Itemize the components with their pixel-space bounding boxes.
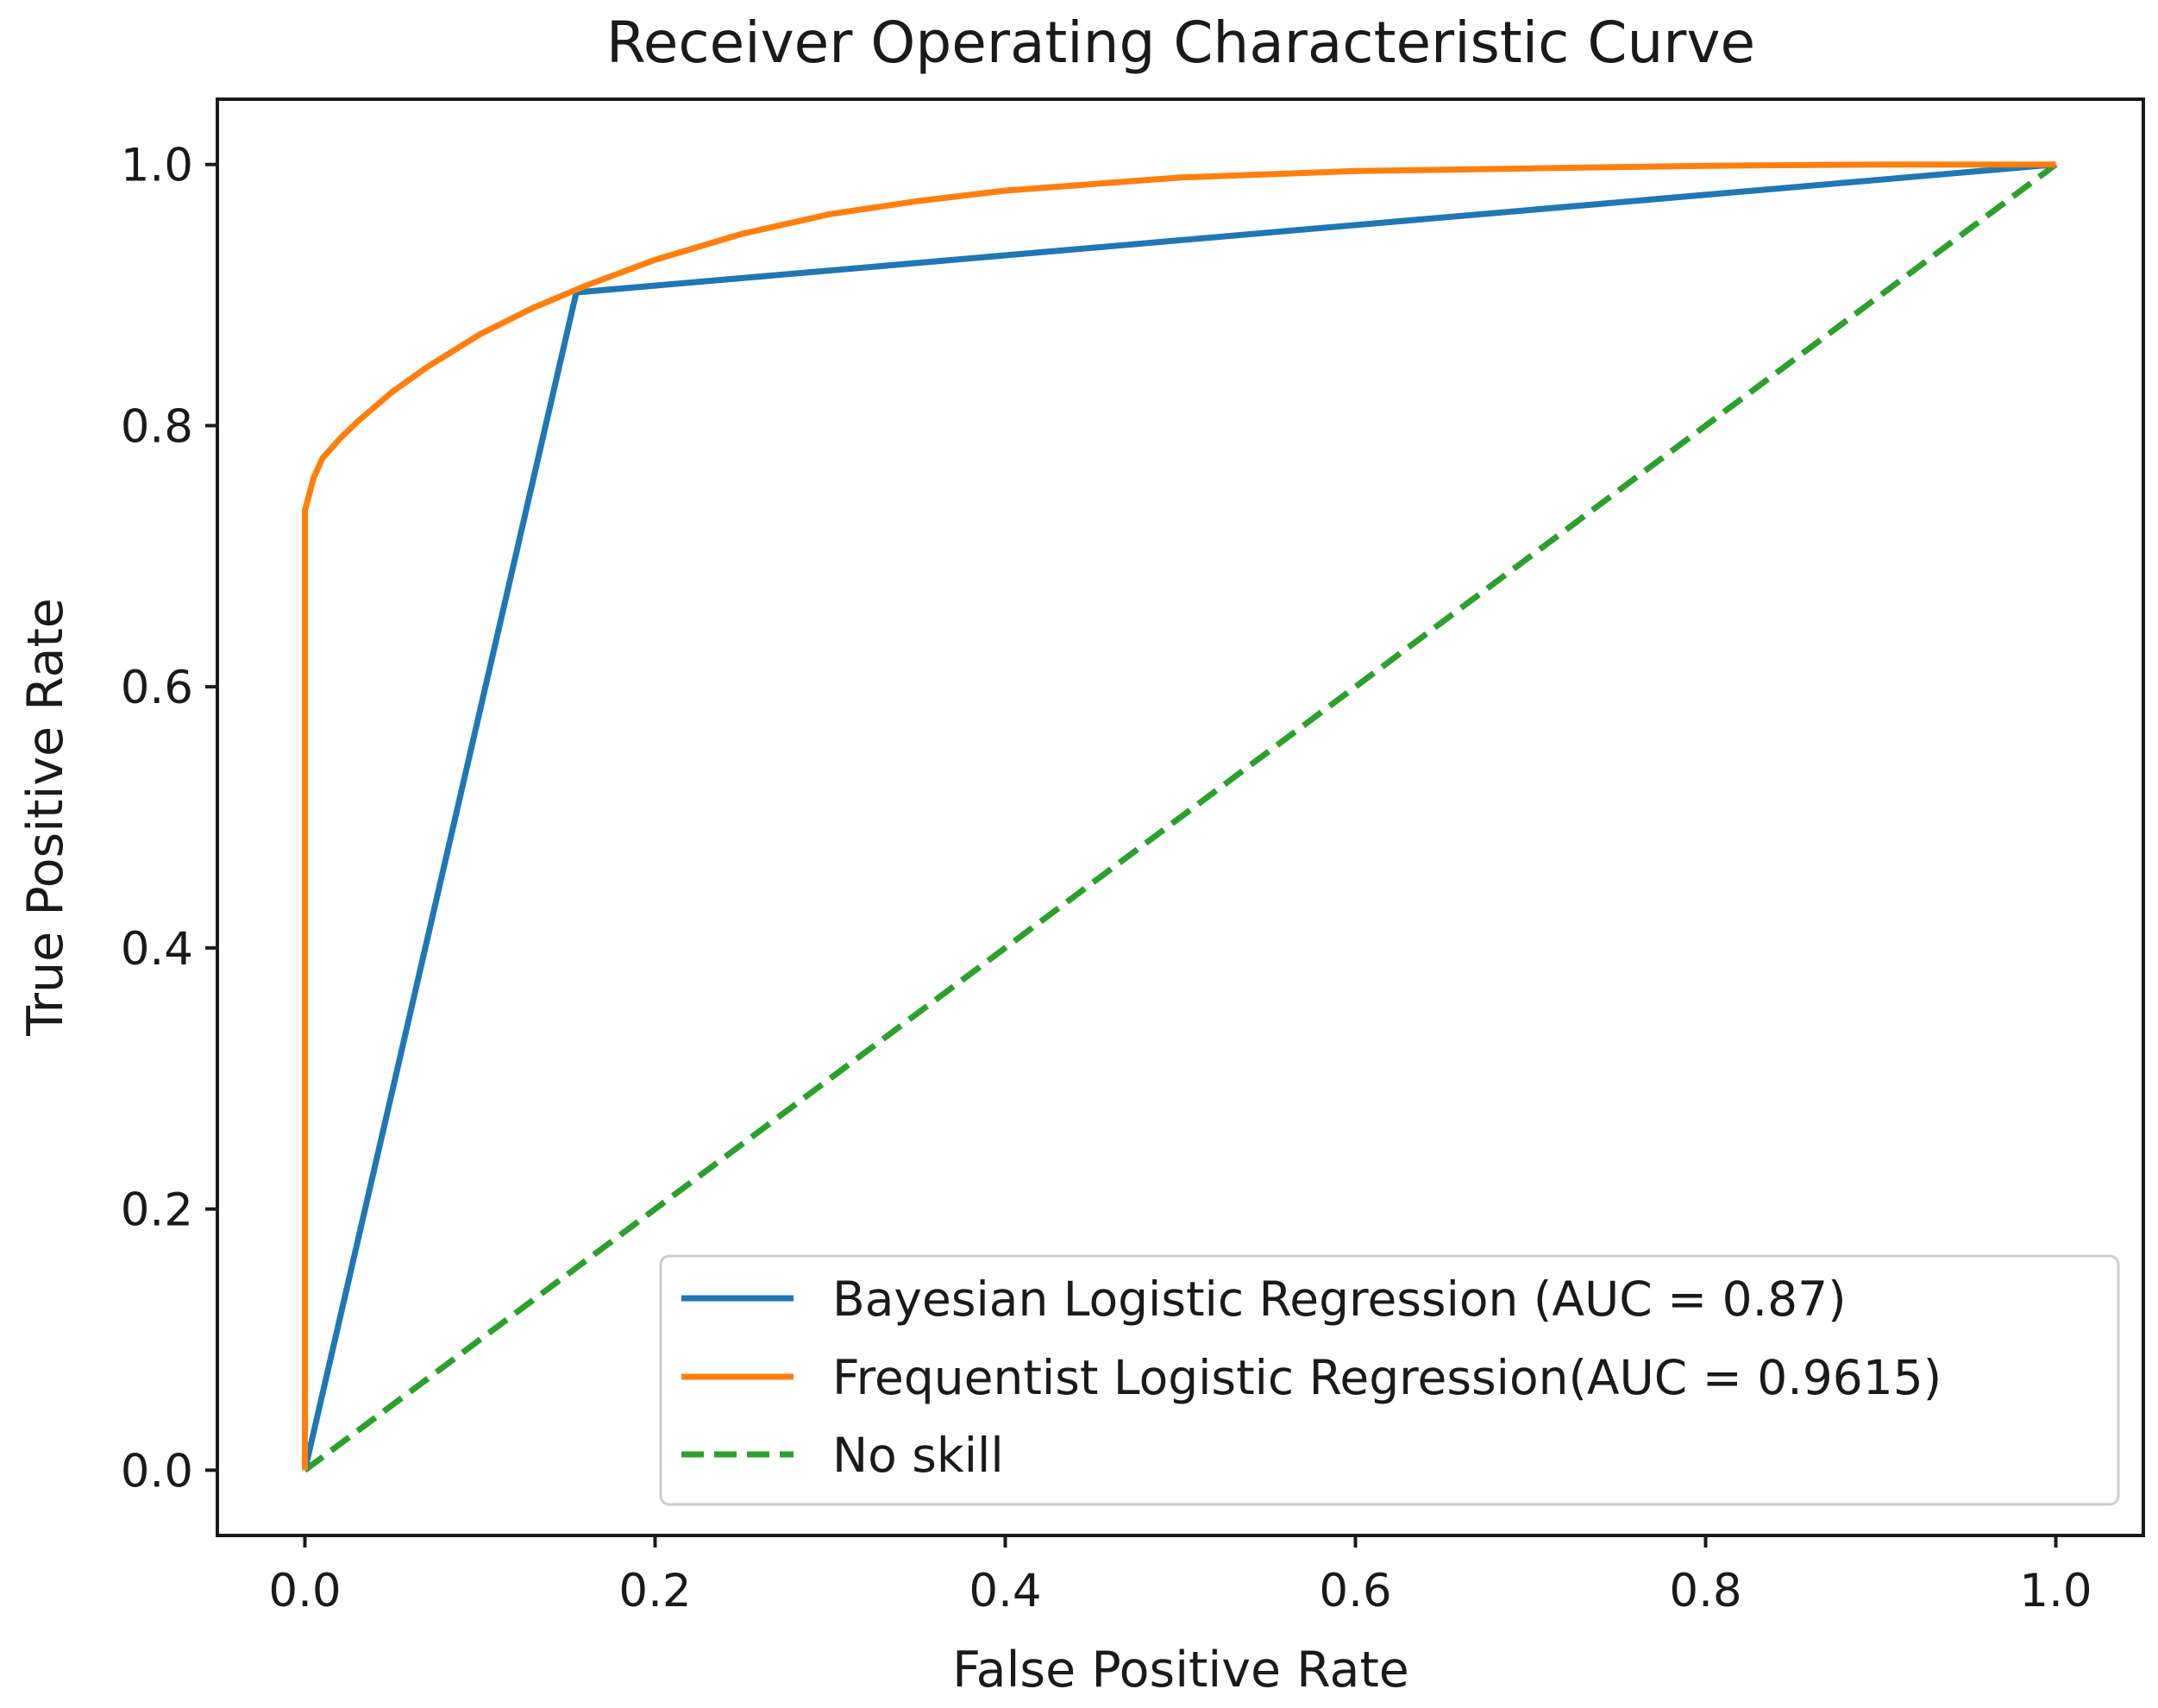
plot-frame <box>216 97 2145 1537</box>
legend-label-frequentist: Frequentist Logistic Regression(AUC = 0.… <box>832 1350 1942 1405</box>
x-tick-label: 0.6 <box>1319 1565 1391 1617</box>
x-tick-label: 1.0 <box>2019 1565 2092 1617</box>
y-tick-label: 0.4 <box>121 923 193 976</box>
y-tick-label: 0.6 <box>121 662 193 714</box>
series-layer <box>302 161 2058 1473</box>
y-tick-label: 0.2 <box>121 1184 193 1237</box>
legend-label-no-skill: No skill <box>832 1428 1004 1483</box>
legend-label-bayesian: Bayesian Logistic Regression (AUC = 0.87… <box>832 1272 1847 1327</box>
tick-layer: 0.0 0.2 0.4 0.6 0.8 1.0 0.0 0.2 0.4 0.6 0.8 1.0 <box>121 140 2092 1617</box>
series-line-frequentist <box>302 161 2056 1471</box>
y-tick-label: 1.0 <box>121 140 193 192</box>
x-tick-label: 0.0 <box>268 1565 341 1617</box>
y-tick-label: 0.8 <box>121 400 193 453</box>
legend: Bayesian Logistic Regression (AUC = 0.87… <box>659 1254 2120 1506</box>
y-tick-label: 0.0 <box>121 1445 193 1498</box>
chart-title: Receiver Operating Characteristic Curve <box>606 9 1755 76</box>
legend-box <box>659 1254 2120 1506</box>
x-tick-label: 0.2 <box>618 1565 691 1617</box>
x-tick-label: 0.8 <box>1669 1565 1741 1617</box>
y-axis-label: True Positive Rate <box>17 598 74 1037</box>
x-tick-label: 0.4 <box>969 1565 1041 1617</box>
x-axis-label: False Positive Rate <box>952 1642 1409 1699</box>
series-line-no-skill <box>303 161 2058 1473</box>
